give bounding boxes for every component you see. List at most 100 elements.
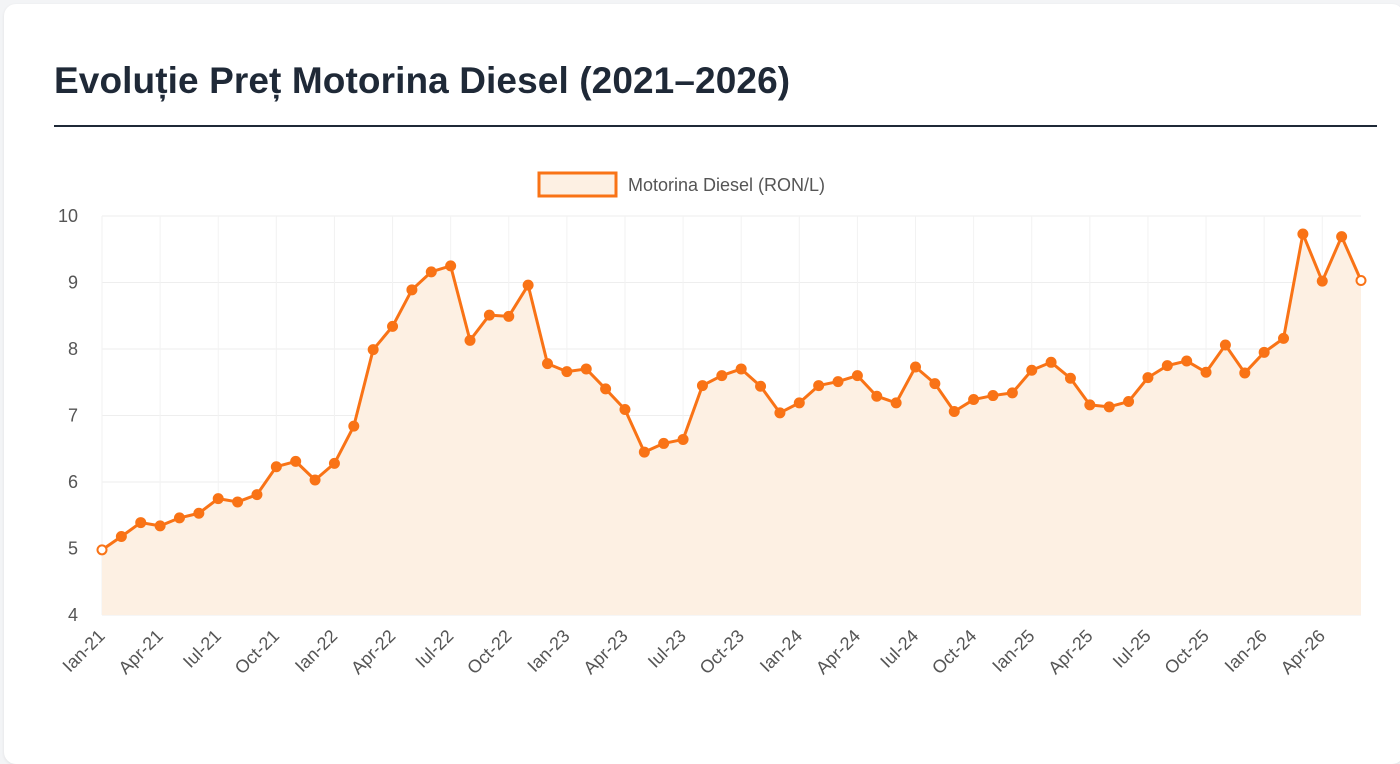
x-tick-label: Ian-24 [756,626,806,676]
x-tick-label: Apr-22 [347,626,399,678]
data-point[interactable] [290,455,302,467]
y-tick-label: 4 [68,605,78,625]
y-tick-label: 10 [58,206,78,226]
data-point[interactable] [270,461,282,473]
data-point[interactable] [96,544,108,556]
data-point[interactable] [1336,231,1348,243]
data-point[interactable] [600,383,612,395]
data-point[interactable] [910,361,922,373]
data-point[interactable] [193,507,205,519]
x-tick-label: Ian-26 [1221,626,1271,676]
data-point[interactable] [987,390,999,402]
data-point[interactable] [793,397,805,409]
x-tick-label: Apr-21 [115,626,167,678]
data-point[interactable] [832,376,844,388]
data-point[interactable] [1064,372,1076,384]
data-point[interactable] [619,404,631,416]
data-point[interactable] [1161,360,1173,372]
data-point[interactable] [580,363,592,375]
data-point[interactable] [348,420,360,432]
data-point[interactable] [1200,366,1212,378]
y-tick-label: 6 [68,472,78,492]
data-point[interactable] [871,390,883,402]
data-point[interactable] [1258,346,1270,358]
x-tick-label: Oct-21 [231,626,283,678]
data-point[interactable] [755,380,767,392]
y-tick-label: 7 [68,406,78,426]
x-tick-label: Apr-24 [812,626,864,678]
data-point[interactable] [425,266,437,278]
area-fill-layer [102,233,1361,615]
data-point[interactable] [212,493,224,505]
data-point[interactable] [328,457,340,469]
data-point[interactable] [232,496,244,508]
data-point[interactable] [716,370,728,382]
data-point[interactable] [483,309,495,321]
data-point[interactable] [115,531,127,543]
data-point[interactable] [445,260,457,272]
data-point[interactable] [1355,275,1367,287]
data-point[interactable] [251,489,263,501]
title-divider [54,125,1377,127]
y-axis: 4 5 6 7 8 9 10 [58,206,78,625]
data-point[interactable] [813,380,825,392]
data-point[interactable] [677,433,689,445]
x-tick-label: Apr-25 [1044,626,1096,678]
x-tick-label: Oct-24 [928,626,980,678]
data-point[interactable] [1181,355,1193,367]
data-point[interactable] [968,394,980,406]
x-tick-label: Oct-25 [1161,626,1213,678]
y-tick-label: 9 [68,273,78,293]
data-point[interactable] [561,366,573,378]
data-point[interactable] [154,520,166,532]
x-tick-label: Apr-23 [579,626,631,678]
x-tick-label: Ian-21 [59,626,109,676]
x-tick-label: Apr-26 [1277,626,1329,678]
data-point[interactable] [696,380,708,392]
data-point[interactable] [1045,356,1057,368]
legend-label[interactable]: Motorina Diesel (RON/L) [628,175,825,195]
data-point[interactable] [1297,228,1309,240]
x-tick-label: Oct-22 [463,626,515,678]
page-title: Evoluție Preț Motorina Diesel (2021–2026… [54,60,791,101]
data-point[interactable] [309,474,321,486]
data-point[interactable] [1006,387,1018,399]
x-tick-label: Iul-23 [644,626,690,672]
data-point[interactable] [1239,367,1251,379]
data-point[interactable] [774,407,786,419]
data-point[interactable] [522,279,534,291]
data-point[interactable] [735,363,747,375]
data-point[interactable] [173,512,185,524]
x-tick-label: Iul-21 [179,626,225,672]
data-point[interactable] [890,397,902,409]
data-point[interactable] [1142,372,1154,384]
data-point[interactable] [367,344,379,356]
data-point[interactable] [851,370,863,382]
legend[interactable]: Motorina Diesel (RON/L) [537,171,825,198]
data-point[interactable] [464,334,476,346]
data-point[interactable] [541,358,553,370]
x-tick-label: Ian-22 [291,626,341,676]
data-point[interactable] [1123,396,1135,408]
data-point[interactable] [135,517,147,529]
data-point[interactable] [638,446,650,458]
data-point[interactable] [387,320,399,332]
legend-swatch[interactable] [537,171,618,198]
data-point[interactable] [406,284,418,296]
x-tick-label: Iul-25 [1109,626,1155,672]
data-point[interactable] [658,437,670,449]
data-point[interactable] [1026,364,1038,376]
data-points [96,228,1367,556]
data-point[interactable] [948,406,960,418]
data-point[interactable] [1084,399,1096,411]
x-tick-label: Iul-22 [411,626,457,672]
data-point[interactable] [1219,339,1231,351]
data-point[interactable] [503,310,515,322]
x-tick-label: Ian-23 [523,626,573,676]
data-point[interactable] [929,378,941,390]
data-point[interactable] [1316,275,1328,287]
data-point[interactable] [1103,401,1115,413]
data-point[interactable] [1278,332,1290,344]
y-tick-label: 8 [68,339,78,359]
